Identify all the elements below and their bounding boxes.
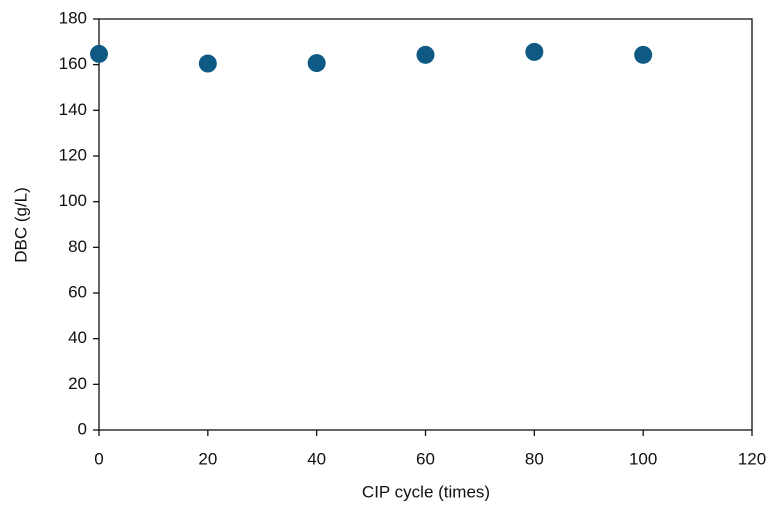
x-tick-label: 80 (525, 449, 544, 468)
point (634, 45, 653, 64)
plot-frame (98, 18, 753, 431)
point (198, 54, 217, 73)
point (525, 42, 544, 61)
y-tick-label: 20 (68, 374, 87, 393)
x-tick-label: 0 (94, 449, 103, 468)
y-tick-label: 40 (68, 328, 87, 347)
x-tick-label: 20 (198, 449, 217, 468)
point (416, 45, 435, 64)
x-tick-label: 100 (629, 449, 657, 468)
x-tick-label: 120 (738, 449, 766, 468)
y-tick-label: 180 (59, 8, 87, 27)
y-tick-label: 100 (59, 191, 87, 210)
y-tick-label: 160 (59, 54, 87, 73)
y-tick-label: 60 (68, 282, 87, 301)
y-tick-label: 0 (78, 419, 87, 438)
y-tick-label: 140 (59, 100, 87, 119)
y-tick-label: 80 (68, 237, 87, 256)
point (90, 44, 108, 63)
x-tick-label: 40 (307, 449, 326, 468)
point (307, 54, 326, 73)
x-axis-label: CIP cycle (times) (362, 482, 490, 501)
y-tick-label: 120 (59, 145, 87, 164)
x-tick-label: 60 (416, 449, 435, 468)
y-axis-label: DBC (g/L) (11, 187, 30, 263)
